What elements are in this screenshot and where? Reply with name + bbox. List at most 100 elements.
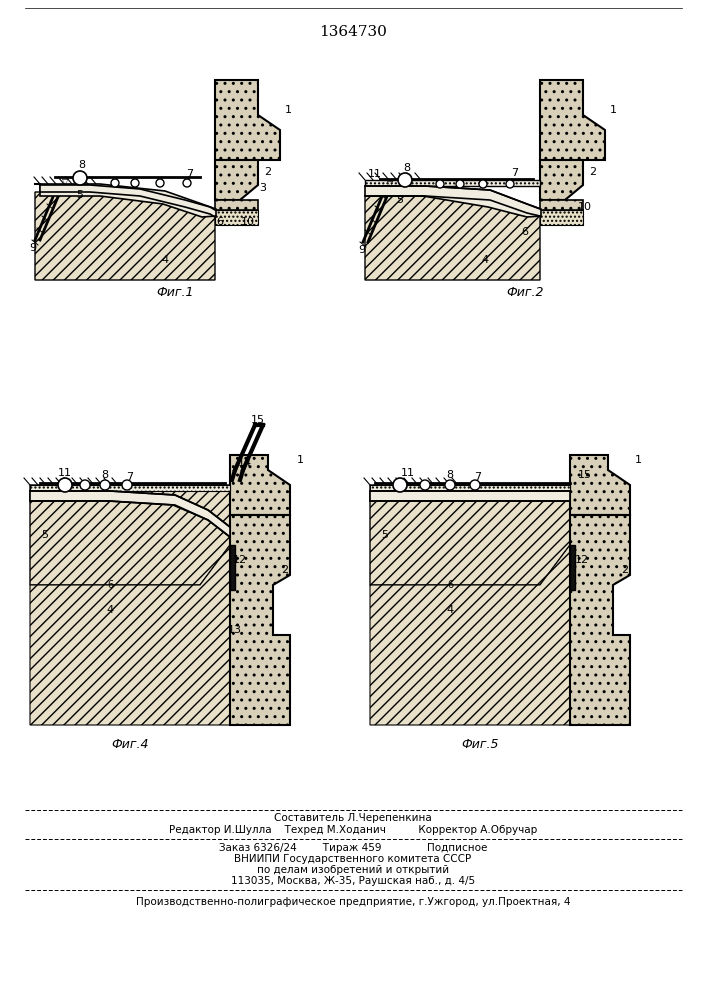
Text: 1: 1	[296, 455, 303, 465]
Circle shape	[111, 179, 119, 187]
Text: 5: 5	[382, 530, 389, 540]
Circle shape	[122, 480, 132, 490]
Text: 11: 11	[368, 169, 382, 179]
Text: 7: 7	[474, 472, 481, 482]
Polygon shape	[365, 186, 541, 217]
Text: 12: 12	[575, 555, 589, 565]
Text: 8: 8	[101, 470, 109, 480]
Text: 6: 6	[522, 227, 529, 237]
Polygon shape	[370, 545, 570, 725]
Text: Заказ 6326/24        Тираж 459              Подписное: Заказ 6326/24 Тираж 459 Подписное	[218, 843, 487, 853]
Circle shape	[80, 480, 90, 490]
Polygon shape	[540, 160, 583, 200]
Text: 1: 1	[609, 105, 617, 115]
Text: 4: 4	[161, 255, 168, 265]
Circle shape	[73, 171, 87, 185]
Polygon shape	[230, 515, 290, 725]
Text: 7: 7	[127, 472, 134, 482]
Text: 11: 11	[401, 468, 415, 478]
Polygon shape	[570, 515, 630, 725]
Circle shape	[398, 173, 412, 187]
Circle shape	[479, 180, 487, 188]
Text: 4: 4	[446, 605, 454, 615]
Circle shape	[58, 478, 72, 492]
Text: 2: 2	[621, 565, 629, 575]
Polygon shape	[40, 184, 216, 217]
Polygon shape	[215, 210, 258, 225]
Text: 1364730: 1364730	[319, 25, 387, 39]
Text: ▽: ▽	[387, 178, 393, 188]
Polygon shape	[370, 485, 570, 585]
Text: по делам изобретений и открытий: по делам изобретений и открытий	[257, 865, 449, 875]
Polygon shape	[365, 180, 540, 186]
Polygon shape	[35, 192, 215, 280]
Text: 15: 15	[578, 470, 592, 480]
Text: ВНИИПИ Государственного комитета СССР: ВНИИПИ Государственного комитета СССР	[235, 854, 472, 864]
Text: Фиг.2: Фиг.2	[506, 286, 544, 300]
Text: 5: 5	[76, 190, 83, 200]
Polygon shape	[540, 210, 583, 225]
Circle shape	[420, 480, 430, 490]
Polygon shape	[215, 80, 280, 160]
Text: 1: 1	[284, 105, 291, 115]
Text: 9: 9	[30, 243, 37, 253]
Text: 2: 2	[281, 565, 288, 575]
Polygon shape	[230, 545, 235, 590]
Polygon shape	[365, 196, 540, 280]
Text: 13: 13	[228, 625, 242, 635]
Circle shape	[445, 480, 455, 490]
Text: Редактор И.Шулла    Техред М.Ходанич          Корректор А.Обручар: Редактор И.Шулла Техред М.Ходанич Коррек…	[169, 825, 537, 835]
Polygon shape	[540, 80, 605, 160]
Text: 5: 5	[42, 530, 49, 540]
Text: 6: 6	[107, 580, 113, 590]
Polygon shape	[215, 200, 258, 210]
Circle shape	[183, 179, 191, 187]
Text: Фиг.5: Фиг.5	[461, 738, 498, 752]
Text: 9: 9	[358, 245, 366, 255]
Circle shape	[506, 180, 514, 188]
Text: 10: 10	[241, 217, 255, 227]
Polygon shape	[30, 491, 230, 537]
Text: Фиг.1: Фиг.1	[156, 286, 194, 300]
Text: 12: 12	[233, 555, 247, 565]
Text: 8: 8	[78, 160, 86, 170]
Polygon shape	[230, 455, 290, 515]
Text: 2: 2	[264, 167, 271, 177]
Circle shape	[470, 480, 480, 490]
Circle shape	[156, 179, 164, 187]
Text: Фиг.4: Фиг.4	[111, 738, 148, 752]
Text: 10: 10	[578, 202, 592, 212]
Circle shape	[100, 480, 110, 490]
Polygon shape	[540, 200, 583, 210]
Text: 5: 5	[397, 195, 404, 205]
Polygon shape	[30, 485, 230, 585]
Text: 8: 8	[404, 163, 411, 173]
Circle shape	[456, 180, 464, 188]
Text: 14: 14	[238, 458, 252, 468]
Text: 7: 7	[187, 169, 194, 179]
Polygon shape	[370, 485, 570, 491]
Text: 7: 7	[511, 168, 518, 178]
Text: ▽: ▽	[62, 176, 69, 186]
Circle shape	[393, 478, 407, 492]
Text: Производственно-полиграфическое предприятие, г.Ужгород, ул.Проектная, 4: Производственно-полиграфическое предприя…	[136, 897, 571, 907]
Text: 2: 2	[590, 167, 597, 177]
Text: 113035, Москва, Ж-35, Раушская наб., д. 4/5: 113035, Москва, Ж-35, Раушская наб., д. …	[231, 876, 475, 886]
Polygon shape	[30, 545, 230, 725]
Text: 3: 3	[259, 183, 267, 193]
Polygon shape	[215, 160, 258, 200]
Text: 4: 4	[481, 255, 489, 265]
Text: 6: 6	[447, 580, 453, 590]
Polygon shape	[570, 545, 575, 590]
Text: 15: 15	[251, 415, 265, 425]
Circle shape	[131, 179, 139, 187]
Text: 6: 6	[216, 217, 223, 227]
Text: 1: 1	[634, 455, 641, 465]
Polygon shape	[30, 485, 230, 491]
Text: 8: 8	[446, 470, 454, 480]
Text: 4: 4	[107, 605, 114, 615]
Polygon shape	[370, 491, 570, 501]
Text: 11: 11	[58, 468, 72, 478]
Circle shape	[436, 180, 444, 188]
Polygon shape	[570, 455, 630, 515]
